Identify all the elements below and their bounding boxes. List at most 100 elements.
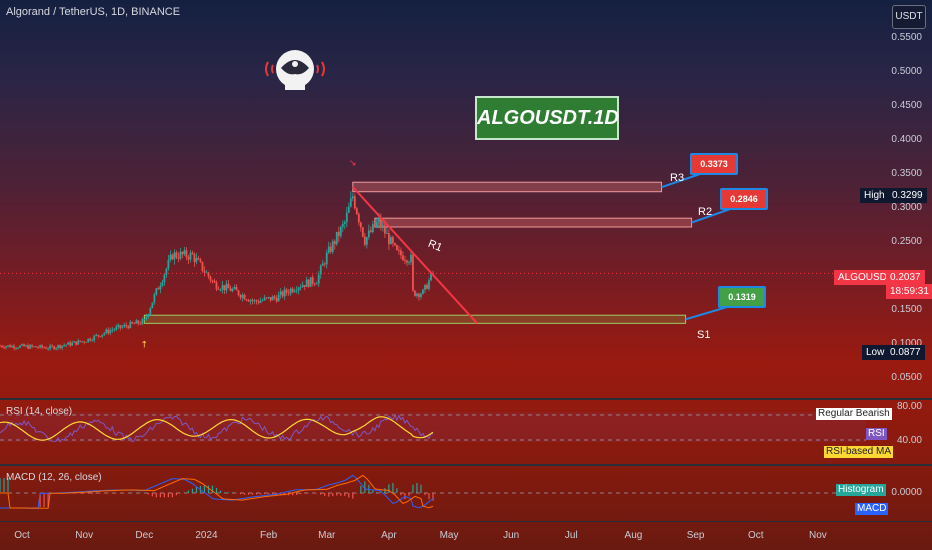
candle-body [289,288,292,294]
panel-divider [0,464,932,466]
rsi-band [0,412,866,442]
candle-body [101,334,104,337]
candle-body [259,300,262,303]
candle-body [309,277,312,287]
macd-histogram-bar [368,484,370,493]
candle-body [273,296,276,298]
macd-histogram-bar [43,493,45,507]
candle-body [89,338,92,341]
currency-button[interactable]: USDT [892,5,926,29]
candle-body [404,260,406,262]
macd-histogram-bar [300,493,302,495]
candle-body [361,227,364,237]
macd-histogram-bar [340,493,342,496]
candle-body [175,252,178,258]
r2-zone [374,217,693,228]
candle-body [83,341,86,343]
candle-body [137,320,140,324]
candle-body [53,346,56,350]
candle-body [85,341,88,343]
time-tick: Sep [686,530,705,541]
r3-label: R3 [670,172,685,184]
candle-body [167,260,170,269]
candle-body [179,251,182,259]
macd-histogram-bar [360,485,362,493]
candle-body [163,274,166,283]
candle-body [143,319,146,321]
candle-body [207,272,210,277]
candle-body [333,241,336,245]
candle-body [412,254,414,291]
macd-histogram-bar [223,492,226,493]
candle-body [422,289,424,295]
rsi-ma-line [0,416,434,441]
macd-histogram-bar [268,493,270,495]
price-tick: 0.4500 [891,100,922,112]
candle-body [81,341,84,343]
candle-body [245,299,248,301]
s1-callout: 0.1319 [718,286,766,308]
candle-body [253,300,256,302]
candle-body [331,241,334,252]
candle-body [103,333,106,335]
candle-body [424,284,426,290]
macd-histogram-bar [424,493,426,495]
candle-body [392,237,394,244]
macd-histogram-bar [336,493,338,496]
macd-histogram-bar [272,493,274,495]
candle-body [339,226,342,237]
candle-body [213,280,216,283]
price-tick: 0.2500 [891,235,922,247]
rsi-tag: RSI [866,428,887,440]
s1-label: S1 [697,329,711,341]
candle-body [237,290,240,296]
macd-histogram-bar [255,493,258,495]
r1-trendline [352,186,478,325]
candle-body [315,283,318,285]
candle-body [29,345,31,349]
candle-body [73,341,76,343]
macd-histogram-bar [420,484,422,493]
candle-body [255,300,258,302]
candle-body [45,347,48,349]
candle-body [281,291,284,297]
r3-callout: 0.3373 [690,153,738,175]
candle-body [394,243,396,246]
candle-body [217,289,220,290]
candle-body [430,273,432,281]
candle-body [9,345,11,348]
candle-body [341,223,344,227]
candle-body [191,252,194,255]
candle-body [19,345,21,348]
candle-body [153,294,156,303]
candle-body [363,236,366,245]
candle-body [87,338,90,342]
candle-body [221,285,224,290]
candle-body [343,222,346,224]
macd-tag: MACD [855,503,889,515]
candle-body [323,263,326,265]
macd-histogram-bar [159,493,161,498]
macd-histogram-bar [251,493,254,495]
candle-body [261,300,264,301]
candle-body [155,288,158,295]
candle-body [420,294,422,297]
candle-body [123,324,126,327]
r2-callout: 0.2846 [720,188,768,210]
candle-body [406,260,408,263]
candle-body [139,323,142,325]
candle-body [225,283,228,291]
macd-histogram-bar [400,493,402,496]
macd-histogram-bar [344,493,346,496]
macd-histogram-bar [372,489,374,493]
candle-body [187,257,190,260]
candle-body [381,225,384,228]
candle-body [369,230,372,233]
high-label: High [860,188,889,203]
candle-body [77,340,80,345]
candle-body [25,345,27,347]
candle-body [410,254,412,263]
candle-body [235,286,238,291]
candle-body [181,251,184,255]
candle-body [145,316,148,320]
